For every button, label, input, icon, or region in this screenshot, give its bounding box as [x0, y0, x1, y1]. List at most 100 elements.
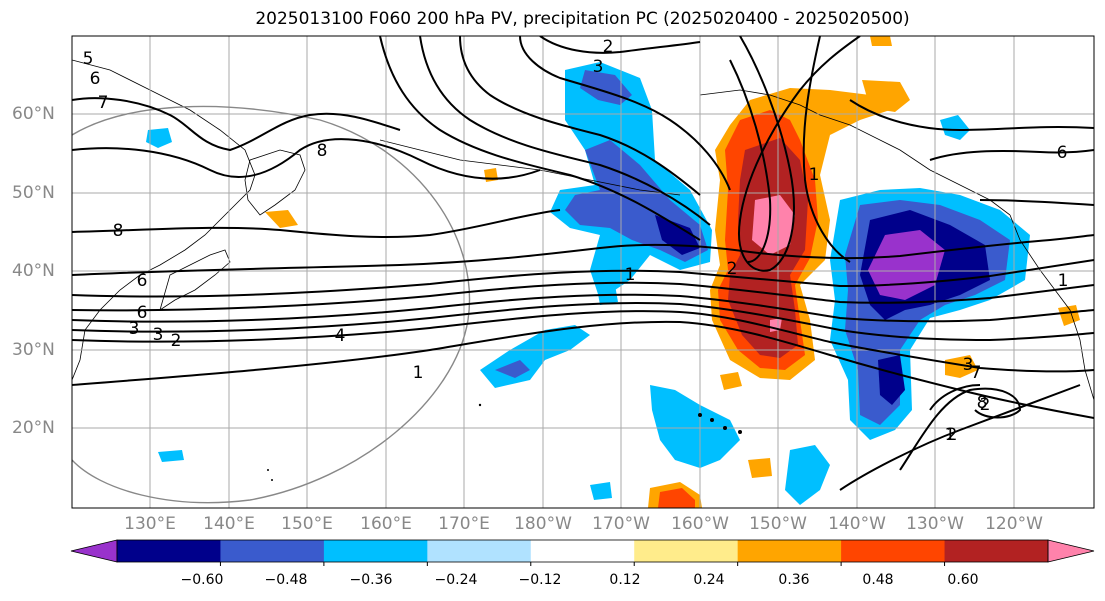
coast-japan	[159, 249, 231, 311]
colorbar-tick-label: 0.60	[947, 572, 979, 588]
lon-label-160w: 160°W	[671, 514, 729, 534]
contour-label: 1	[1058, 271, 1069, 291]
neg-region-ne-pacific	[940, 115, 970, 140]
colorbar-tick-label: −0.60	[180, 572, 224, 588]
pv-contour-1-south	[72, 320, 1094, 419]
pv-contour-6b	[72, 97, 401, 152]
coast-bering	[379, 139, 581, 179]
pv-contour-5	[72, 281, 1094, 312]
pv-contour-2b	[899, 387, 1022, 471]
colorbar-segment	[427, 540, 532, 562]
pv-contour-trough-3	[802, 36, 851, 263]
coast-na-west	[1009, 214, 1094, 401]
contour-label: 8	[317, 141, 328, 161]
contour-label: 3	[963, 355, 974, 375]
colorbar-segment	[841, 540, 946, 562]
colorbar-segment	[323, 540, 428, 562]
pos-region-main-pink	[752, 195, 795, 255]
coast-alaska	[699, 89, 1011, 216]
neg-region-south	[785, 445, 830, 505]
colorbar-tick-label: 0.12	[609, 572, 641, 588]
lon-label-130w: 130°W	[906, 514, 964, 534]
contour-label: 5	[83, 49, 94, 69]
lat-label-60n: 60°N	[12, 104, 55, 124]
pv-contour-top-2	[539, 36, 701, 54]
colorbar-tick-label: −0.12	[518, 572, 562, 588]
pv-contour-1b	[839, 384, 1081, 491]
contour-label: 6	[137, 303, 148, 323]
lat-label-30n: 30°N	[12, 340, 55, 360]
colorbar-tick-label: 0.24	[693, 572, 725, 588]
lon-label-150e: 150°E	[281, 514, 333, 534]
contour-label: 2	[947, 425, 958, 445]
pos-region-west	[265, 210, 298, 228]
contour-label: 8	[113, 221, 124, 241]
colorbar-tick-label: 0.36	[778, 572, 810, 588]
contour-label: 3	[593, 57, 604, 77]
contour-label: 1	[809, 165, 820, 185]
islands	[267, 403, 742, 481]
pos-region-alaska	[862, 80, 910, 112]
pv-contour-ridge-2	[419, 36, 711, 226]
neg-region-west-small	[146, 128, 172, 148]
colorbar-segment	[530, 540, 635, 562]
colorbar-segment	[634, 540, 739, 562]
pos-region-west2	[484, 168, 498, 182]
colorbar-tick-label: −0.48	[264, 572, 308, 588]
pos-region-east	[945, 355, 978, 378]
pv-contour-8c	[929, 149, 1094, 161]
lon-label-170w: 170°W	[592, 514, 650, 534]
pos-region-small	[720, 372, 742, 390]
contour-label: 4	[335, 326, 346, 346]
pos-region-south2	[748, 458, 772, 478]
pv-contour-4	[72, 293, 1094, 323]
coast-kamchatka	[244, 149, 306, 216]
pv-contour-2	[72, 310, 1094, 373]
colorbar-segment	[944, 540, 1049, 562]
contour-label: 3	[129, 319, 140, 339]
neg-region-west-small2	[158, 450, 184, 462]
pv-contour-trough-2	[729, 59, 772, 263]
precip-shading	[146, 36, 1080, 508]
contour-label: 3	[153, 325, 164, 345]
map-border	[71, 35, 1095, 509]
contour-label: 1	[945, 425, 956, 445]
colorbar-tick-label: 0.48	[862, 572, 894, 588]
pv-contour-3b	[929, 384, 981, 411]
lon-label-120w: 120°W	[985, 514, 1043, 534]
contour-label: 8	[977, 393, 988, 413]
lon-label-140e: 140°E	[203, 514, 255, 534]
lon-label-170e: 170°E	[438, 514, 490, 534]
pv-contour-ridge-1	[379, 36, 701, 241]
lat-label-50n: 50°N	[12, 183, 55, 203]
lon-label-150w: 150°W	[749, 514, 807, 534]
contour-label: 7	[98, 93, 109, 113]
contour-label: 1	[413, 363, 424, 383]
neg-region-mid-inner	[495, 360, 530, 378]
pv-contour-6c	[849, 99, 1094, 132]
lat-label-40n: 40°N	[12, 261, 55, 281]
colorbar-segment	[220, 540, 325, 562]
lon-label-130e: 130°E	[124, 514, 176, 534]
contour-label: 2	[980, 395, 991, 415]
colorbar-outline	[116, 539, 1049, 563]
contour-label: 2	[727, 259, 738, 279]
neg-region-sw-small	[590, 482, 612, 500]
lon-label-180w: 180°W	[514, 514, 572, 534]
pv-contours	[72, 36, 1094, 491]
pv-contour-7b	[979, 199, 1094, 206]
neg-region-east-south-core	[878, 355, 905, 405]
contour-label: 7	[971, 363, 982, 383]
pv-contour-ridge-3	[459, 36, 701, 196]
colorbar-arrow-low	[70, 539, 118, 563]
pv-contour-7	[72, 234, 1094, 276]
pos-region-south-red	[658, 488, 695, 508]
neg-region-hawaii	[650, 385, 740, 468]
colorbar-tick-label: −0.36	[349, 572, 393, 588]
pv-contour-8	[72, 209, 561, 239]
pv-contour-trough-1	[738, 36, 861, 272]
colorbar-arrow-high	[1047, 539, 1095, 563]
map-title: 2025013100 F060 200 hPa PV, precipitatio…	[255, 9, 910, 29]
